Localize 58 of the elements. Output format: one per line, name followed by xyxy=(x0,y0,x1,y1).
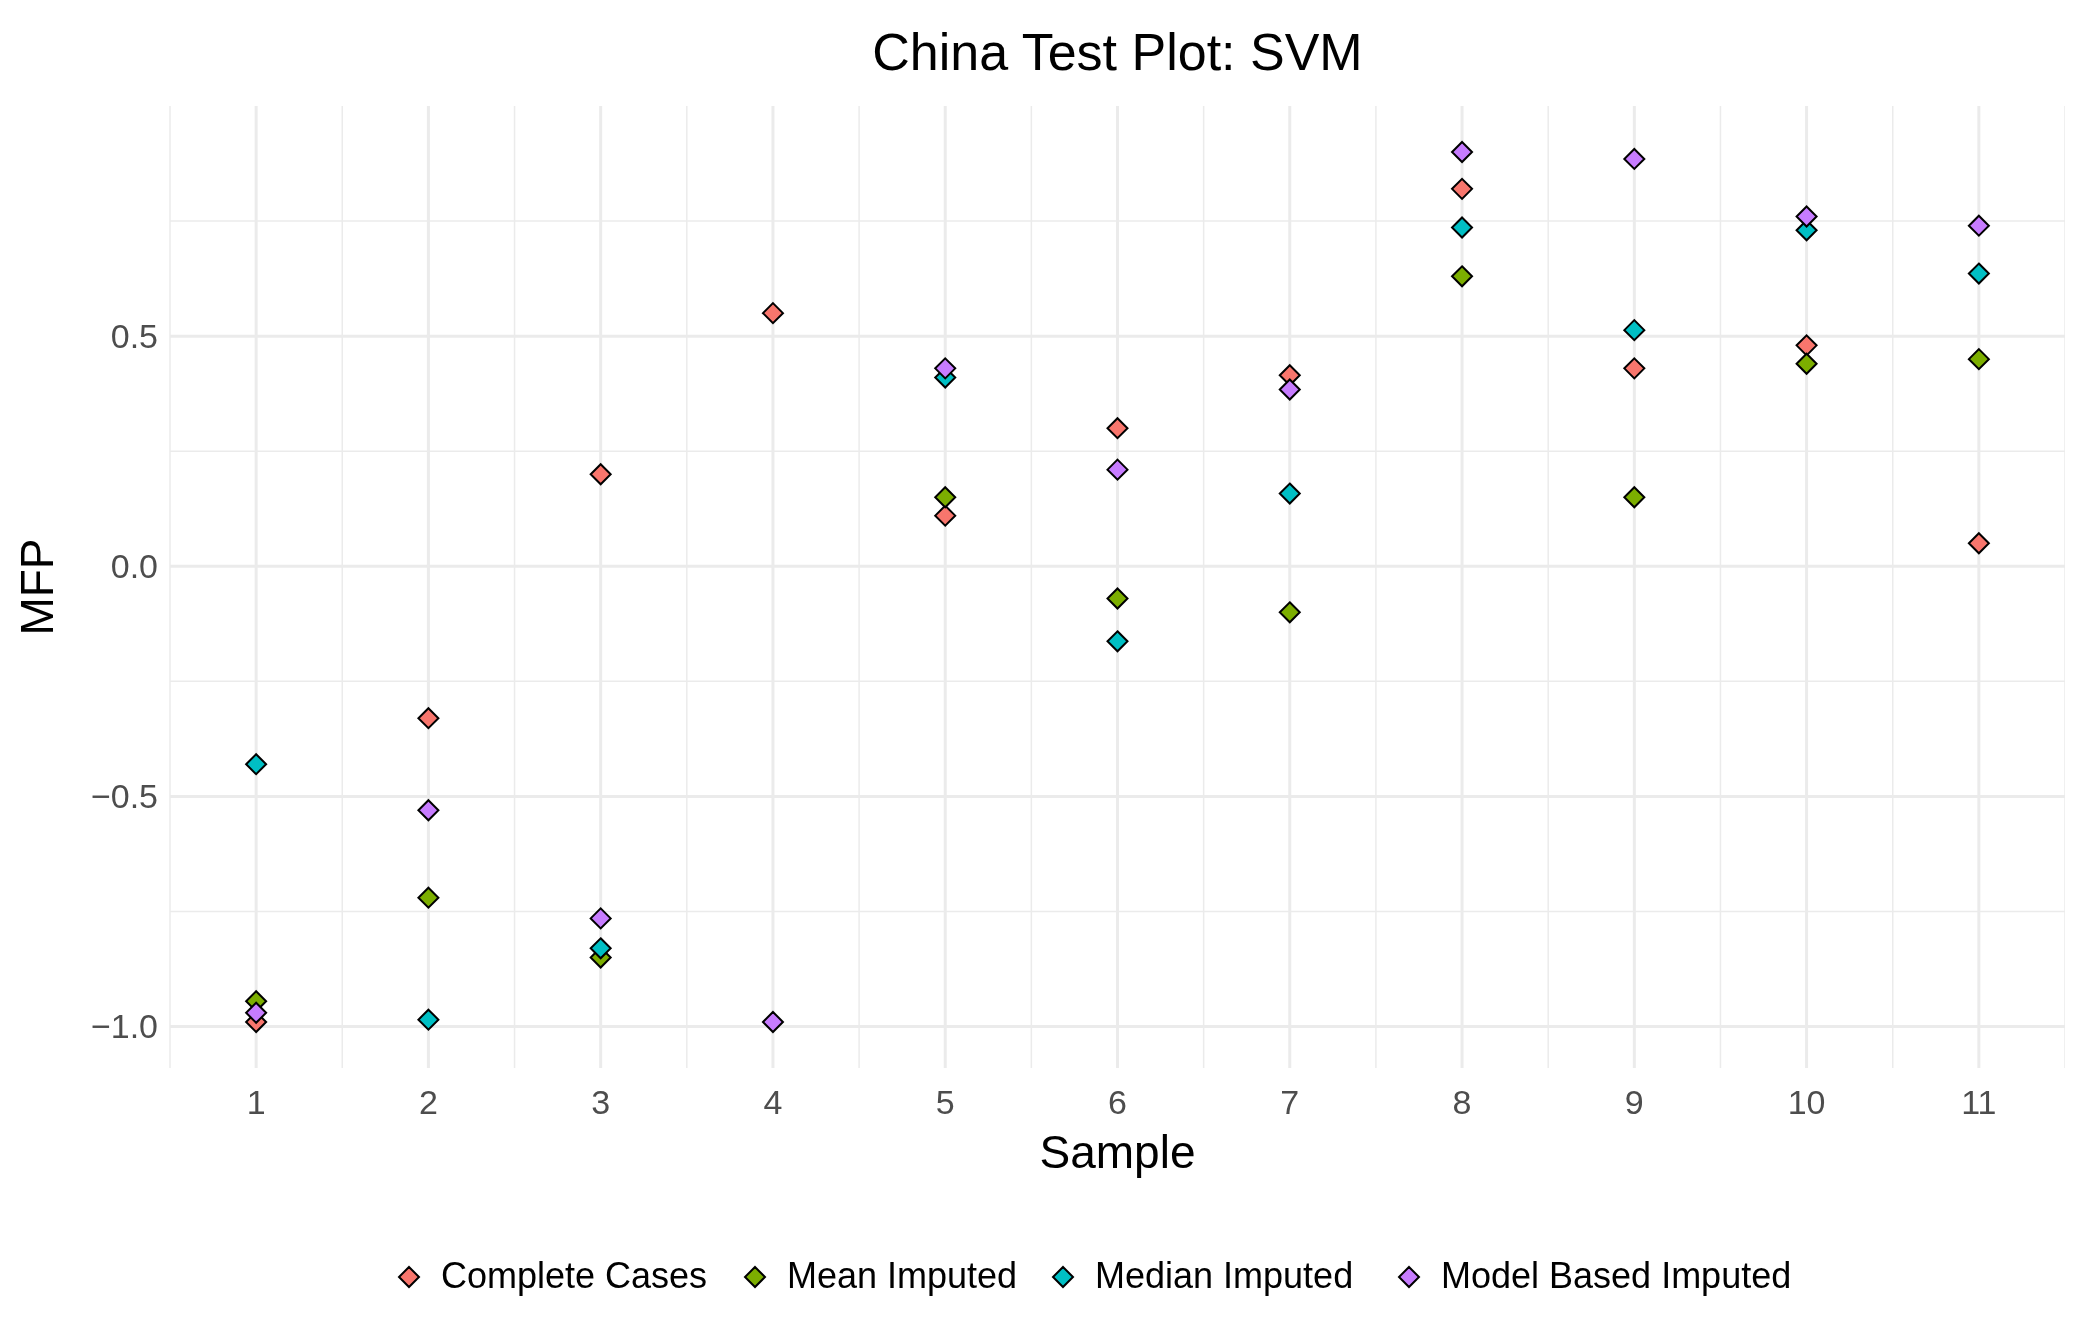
point xyxy=(934,504,957,527)
point xyxy=(761,1010,784,1033)
x-tick-label: 10 xyxy=(1787,1083,1826,1121)
point xyxy=(1278,601,1301,624)
point xyxy=(1106,587,1129,610)
point xyxy=(934,486,957,509)
point xyxy=(1623,147,1646,170)
point xyxy=(589,937,612,960)
point xyxy=(1795,334,1818,357)
point xyxy=(417,707,440,730)
point xyxy=(1278,482,1301,505)
x-tick-label: 11 xyxy=(1961,1083,1997,1121)
point xyxy=(417,1008,440,1031)
point xyxy=(1106,458,1129,481)
point xyxy=(1623,319,1646,342)
x-tick-label: 1 xyxy=(246,1083,266,1121)
legend-label: Model Based Imputed xyxy=(1441,1255,1792,1296)
x-tick-label: 5 xyxy=(935,1083,955,1121)
point xyxy=(1451,265,1474,288)
point xyxy=(589,907,612,930)
x-tick-label: 4 xyxy=(763,1083,783,1121)
legend-label: Mean Imputed xyxy=(787,1255,1018,1296)
point xyxy=(417,799,440,822)
legend-label: Median Imputed xyxy=(1095,1255,1354,1296)
point xyxy=(1967,214,1990,237)
y-axis-title: MFP xyxy=(11,538,63,636)
point xyxy=(1967,532,1990,555)
point xyxy=(1795,352,1818,375)
point xyxy=(761,302,784,325)
legend-label: Complete Cases xyxy=(441,1255,708,1296)
chart-title: China Test Plot: SVM xyxy=(872,23,1363,81)
x-tick-label: 8 xyxy=(1452,1083,1472,1121)
y-tick-label: −0.5 xyxy=(90,777,158,816)
y-tick-label: 0.5 xyxy=(110,317,158,356)
point xyxy=(1278,378,1301,401)
point xyxy=(1623,486,1646,509)
point xyxy=(1451,177,1474,200)
x-tick-label: 6 xyxy=(1108,1083,1127,1121)
point xyxy=(245,1001,268,1024)
x-tick-label: 9 xyxy=(1624,1083,1644,1121)
point xyxy=(1106,417,1129,440)
point xyxy=(1795,205,1818,228)
x-tick-label: 2 xyxy=(418,1083,438,1121)
x-tick-label: 3 xyxy=(591,1083,611,1121)
point xyxy=(1967,262,1990,285)
x-tick-label: 7 xyxy=(1280,1083,1300,1121)
point xyxy=(245,753,268,776)
point xyxy=(1451,216,1474,239)
point xyxy=(589,463,612,486)
point xyxy=(1967,348,1990,371)
point xyxy=(417,886,440,909)
point xyxy=(1623,357,1646,380)
y-tick-label: 0.0 xyxy=(110,547,158,586)
point xyxy=(1106,630,1129,653)
x-axis-title: Sample xyxy=(1039,1126,1196,1178)
point xyxy=(1451,141,1474,164)
point xyxy=(934,357,957,380)
y-tick-label: −1.0 xyxy=(90,1007,158,1046)
